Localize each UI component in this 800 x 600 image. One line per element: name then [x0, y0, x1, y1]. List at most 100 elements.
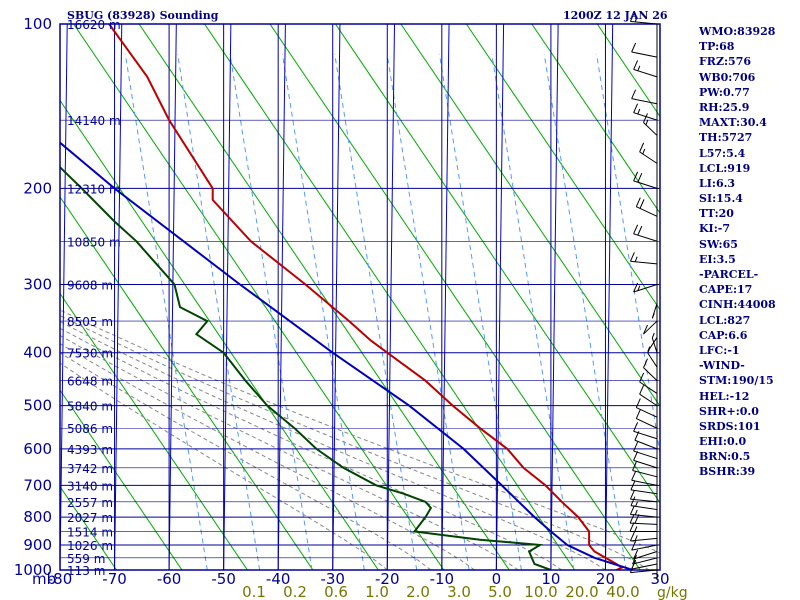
height-label: 5840 m — [67, 400, 113, 414]
stat-tt: TT:20 — [699, 207, 734, 221]
stat-shr: SHR+:0.0 — [699, 404, 759, 418]
pressure-tick-label: 400 — [23, 344, 52, 362]
wind-barb — [635, 197, 658, 217]
dry-adiabat-line — [203, 24, 576, 570]
wind-barb-flag — [639, 384, 645, 395]
wind-barb — [635, 409, 658, 429]
wind-barb — [643, 358, 658, 382]
wind-barb-half-flag — [634, 526, 638, 532]
mixing-ratio-label: 20.0 — [565, 583, 598, 600]
stat-brn: BRN:0.5 — [699, 450, 751, 464]
wind-barb-flag — [630, 480, 636, 491]
dry-adiabat-line — [400, 24, 660, 408]
mixing-ratio-label: 40.0 — [606, 583, 639, 600]
height-label: 7530 m — [67, 347, 113, 361]
wind-barb-shaft — [631, 544, 658, 551]
isotherm-line — [659, 532, 660, 570]
wind-barb — [633, 171, 658, 189]
height-label: 1514 m — [67, 525, 113, 539]
wind-barb-flag — [631, 89, 637, 99]
stat-cape: CAPE:17 — [699, 283, 753, 297]
dry-adiabat-line — [531, 24, 660, 214]
height-label: 14140 m — [67, 114, 121, 128]
wind-barb — [633, 422, 658, 440]
pressure-tick-label: 800 — [23, 508, 52, 526]
wind-barb-flag — [629, 252, 635, 262]
pressure-tick-label: 200 — [23, 179, 52, 197]
wind-barb-shaft — [643, 122, 658, 136]
wind-barb-flag — [632, 554, 637, 565]
wind-barb — [639, 384, 658, 407]
wind-barb-flag — [633, 422, 639, 432]
mixing-ratio-line — [596, 53, 660, 457]
wind-barb-flag — [629, 522, 635, 532]
wind-barb-shaft — [634, 439, 658, 450]
pressure-tick-label: 700 — [23, 476, 52, 494]
wind-barb-shaft — [643, 320, 658, 335]
wind-barb-shaft — [636, 418, 658, 429]
wind-barb-flag — [643, 358, 648, 368]
mixing-ratio-unit-label: g/kg — [657, 585, 688, 600]
stat-cinh: CINH:44008 — [699, 298, 776, 312]
wind-barb — [632, 461, 658, 478]
wind-barb-half-flag — [635, 501, 639, 507]
stat-wmo: WMO:83928 — [699, 25, 776, 38]
wind-barb — [633, 224, 658, 242]
wind-barb-flag — [633, 549, 639, 560]
pressure-unit-label: mb — [32, 570, 56, 588]
wind-barb-half-flag — [634, 16, 638, 23]
stat-hel: HEL:-12 — [699, 389, 750, 403]
wind-barb-flag — [633, 451, 639, 461]
wind-barb-half-flag — [642, 148, 646, 155]
stat-th: TH:5727 — [699, 131, 753, 145]
wind-barb-flag — [631, 471, 637, 481]
wind-barb-shaft — [647, 352, 658, 368]
mixing-ratio-label: 0.1 — [242, 583, 266, 600]
temperature-tick-label: 30 — [650, 570, 669, 588]
mixing-ratio-line — [177, 53, 261, 570]
wind-barb-shaft — [630, 260, 658, 265]
wind-barb-shaft — [631, 51, 658, 58]
wind-barb-flag — [635, 409, 641, 419]
stat-stm: STM:190/15 — [699, 374, 774, 388]
wind-barb-shaft — [633, 112, 658, 121]
wind-barb-flag — [630, 496, 636, 506]
stat-maxt: MAXT:30.4 — [699, 116, 767, 130]
stat-ehi: EHI:0.0 — [699, 435, 747, 449]
mixing-ratio-line — [491, 53, 575, 570]
isotherm-line — [277, 24, 286, 570]
wind-barb-flag — [632, 461, 637, 471]
wind-barb-shaft — [630, 505, 658, 511]
stat-srds: SRDS:101 — [699, 419, 761, 433]
temperature-tick-label: 20 — [596, 570, 615, 588]
plot-frame — [59, 23, 661, 571]
wind-barb — [639, 372, 658, 394]
wind-barb-flag — [639, 142, 645, 153]
dry-adiabat-line — [465, 24, 660, 311]
pressure-tick-label: 600 — [23, 440, 52, 458]
wind-barb-flag — [631, 42, 637, 53]
stat-tp: TP:68 — [699, 40, 735, 54]
mixing-ratio-label: 1.0 — [365, 583, 389, 600]
wind-barb-shaft — [631, 98, 658, 105]
wind-barb-shaft — [633, 459, 658, 469]
wind-barb-shaft — [630, 537, 658, 542]
wind-barb-shaft — [639, 393, 658, 407]
wind-barb-shaft — [632, 557, 658, 565]
wind-barb — [647, 347, 658, 368]
wind-barb-half-flag — [647, 346, 651, 352]
wind-barb-flag — [643, 324, 648, 335]
wind-barb-flag — [629, 513, 635, 524]
wind-barb — [633, 549, 658, 560]
stat-rh: RH:25.9 — [699, 100, 750, 114]
isotherm-line — [114, 24, 123, 570]
wind-barb-flag — [643, 113, 648, 123]
wind-barb-flag — [633, 171, 639, 182]
wind-barb-flag — [634, 514, 640, 524]
height-label: 113 m — [67, 564, 105, 578]
temperature-tick-label: -10 — [430, 570, 455, 588]
wind-barb — [630, 480, 658, 495]
station-title: SBUG (83928) Sounding — [67, 9, 219, 22]
